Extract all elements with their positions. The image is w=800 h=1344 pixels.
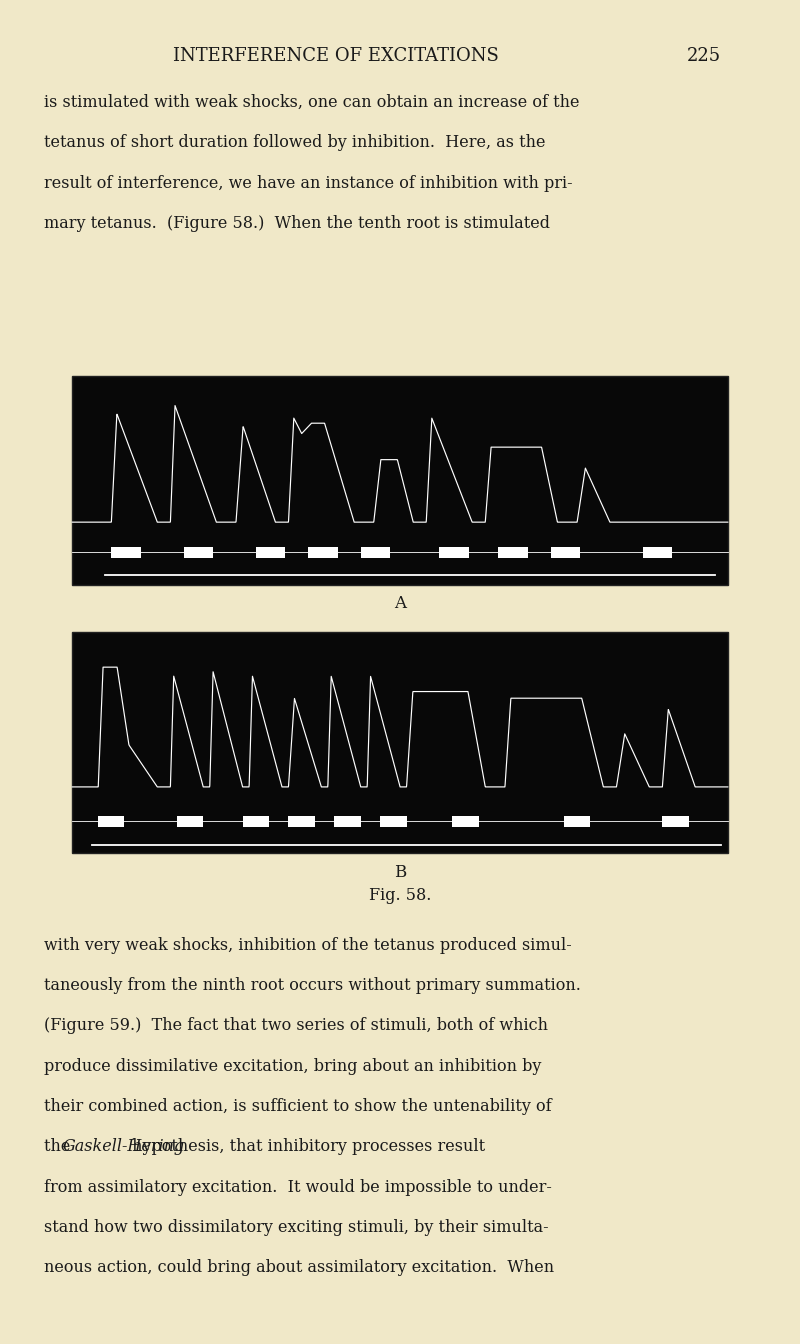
Bar: [111, 547, 141, 558]
Bar: [98, 816, 125, 827]
Bar: [361, 547, 390, 558]
Bar: [177, 816, 203, 827]
Text: B: B: [394, 864, 406, 882]
Text: mary tetanus.  (Figure 58.)  When the tenth root is stimulated: mary tetanus. (Figure 58.) When the tent…: [44, 215, 550, 233]
Text: (Figure 59.)  The fact that two series of stimuli, both of which: (Figure 59.) The fact that two series of…: [44, 1017, 548, 1035]
Bar: [308, 547, 338, 558]
Bar: [256, 547, 285, 558]
Text: the: the: [44, 1138, 75, 1156]
Text: their combined action, is sufficient to show the untenability of: their combined action, is sufficient to …: [44, 1098, 552, 1116]
Bar: [453, 816, 478, 827]
Text: Fig. 58.: Fig. 58.: [369, 887, 431, 905]
Bar: [334, 816, 361, 827]
Text: hypothesis, that inhibitory processes result: hypothesis, that inhibitory processes re…: [126, 1138, 485, 1156]
Bar: [380, 816, 406, 827]
Bar: [72, 632, 728, 853]
Text: with very weak shocks, inhibition of the tetanus produced simul-: with very weak shocks, inhibition of the…: [44, 937, 572, 954]
Bar: [72, 376, 728, 585]
Bar: [498, 547, 528, 558]
Bar: [662, 816, 689, 827]
Text: Gaskell-Hering: Gaskell-Hering: [62, 1138, 185, 1156]
Text: from assimilatory excitation.  It would be impossible to under-: from assimilatory excitation. It would b…: [44, 1179, 552, 1196]
Bar: [642, 547, 672, 558]
Bar: [242, 816, 269, 827]
Bar: [289, 816, 314, 827]
Bar: [564, 816, 590, 827]
Bar: [551, 547, 581, 558]
Bar: [183, 547, 213, 558]
Text: A: A: [394, 595, 406, 613]
Text: INTERFERENCE OF EXCITATIONS: INTERFERENCE OF EXCITATIONS: [173, 47, 499, 65]
Text: taneously from the ninth root occurs without primary summation.: taneously from the ninth root occurs wit…: [44, 977, 581, 995]
Text: result of interference, we have an instance of inhibition with pri-: result of interference, we have an insta…: [44, 175, 573, 192]
Text: neous action, could bring about assimilatory excitation.  When: neous action, could bring about assimila…: [44, 1259, 554, 1277]
Bar: [439, 547, 469, 558]
Text: 225: 225: [687, 47, 721, 65]
Text: produce dissimilative excitation, bring about an inhibition by: produce dissimilative excitation, bring …: [44, 1058, 542, 1075]
Text: tetanus of short duration followed by inhibition.  Here, as the: tetanus of short duration followed by in…: [44, 134, 546, 152]
Text: stand how two dissimilatory exciting stimuli, by their simulta-: stand how two dissimilatory exciting sti…: [44, 1219, 549, 1236]
Text: is stimulated with weak shocks, one can obtain an increase of the: is stimulated with weak shocks, one can …: [44, 94, 579, 112]
